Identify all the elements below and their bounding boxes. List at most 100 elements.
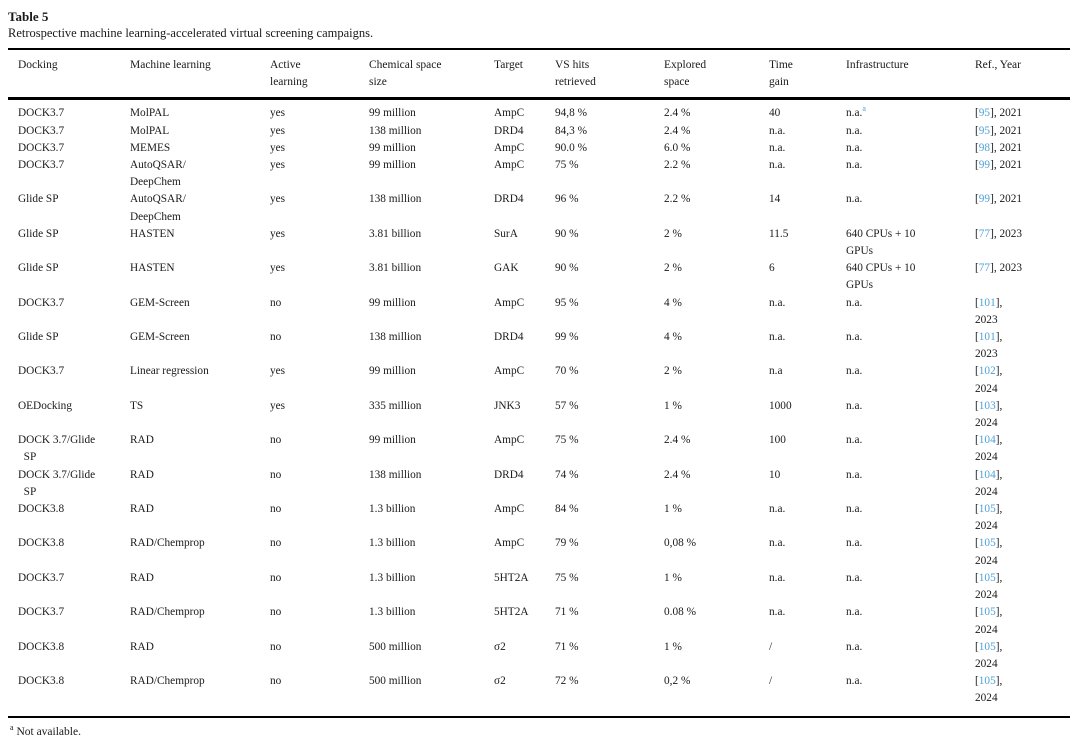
- citation-link[interactable]: 104: [978, 468, 996, 481]
- column-header: Chemical space size: [369, 59, 442, 89]
- column-header: Infrastructure: [846, 59, 909, 71]
- citation-link[interactable]: 95: [978, 107, 991, 120]
- cell-docking: Glide SP: [18, 331, 59, 344]
- cell-time-gain: /: [769, 675, 773, 688]
- cell-time-gain: /: [769, 640, 773, 653]
- table-row: Glide SP AutoQSAR/ DeepChem yes 138 million…: [8, 191, 1070, 225]
- cell-docking: DOCK 3.7/Glide SP: [18, 468, 96, 498]
- footnote-marker-link[interactable]: a: [862, 104, 866, 114]
- cell-ref-year: [98], 2021: [975, 141, 1023, 154]
- cell-target: AmpC: [494, 365, 525, 378]
- cell-machine-learning: RAD: [130, 434, 154, 447]
- footnote-marker: a: [10, 722, 14, 732]
- cell-infrastructure: n.a.: [846, 675, 863, 688]
- cell-ref-year: [99], 2021: [975, 159, 1023, 172]
- table-label: Table 5: [8, 9, 49, 24]
- cell-chemical-space-size: 335 million: [369, 399, 422, 412]
- cell-docking: Glide SP: [18, 227, 59, 240]
- cell-machine-learning: RAD: [130, 640, 154, 653]
- cell-time-gain: n.a.: [769, 296, 786, 309]
- cell-ref-year: [99], 2021: [975, 193, 1023, 206]
- cell-active-learning: yes: [270, 262, 286, 275]
- cell-machine-learning: RAD: [130, 503, 154, 516]
- cell-time-gain: n.a.: [769, 606, 786, 619]
- cell-infrastructure: 640 CPUs + 10 GPUs: [846, 227, 916, 258]
- cell-active-learning: yes: [270, 107, 286, 120]
- cell-infrastructure: n.a.: [846, 399, 863, 412]
- cell-docking: DOCK3.8: [18, 503, 65, 516]
- cell-chemical-space-size: 99 million: [369, 296, 416, 309]
- cell-explored-space: 0.08 %: [664, 606, 697, 619]
- cell-ref-year: [77], 2023: [975, 227, 1023, 240]
- citation-link[interactable]: 105: [978, 503, 996, 516]
- cell-vs-hits-retrieved: 84,3 %: [555, 124, 588, 137]
- citation-link[interactable]: 95: [978, 124, 991, 137]
- citation-link[interactable]: 77: [978, 227, 991, 240]
- cell-docking: DOCK3.8: [18, 640, 65, 653]
- cell-target: JNK3: [494, 399, 521, 412]
- cell-machine-learning: RAD/Chemprop: [130, 606, 205, 619]
- cell-machine-learning: HASTEN: [130, 227, 175, 240]
- cell-ref-year: [95], 2021: [975, 107, 1023, 120]
- column-header: Active learning: [270, 59, 308, 89]
- cell-vs-hits-retrieved: 57 %: [555, 399, 579, 412]
- column-header: Ref., Year: [975, 59, 1021, 71]
- citation-link[interactable]: 98: [978, 141, 991, 154]
- cell-active-learning: yes: [270, 159, 286, 172]
- cell-active-learning: no: [270, 571, 282, 584]
- cell-explored-space: 2.4 %: [664, 124, 691, 137]
- cell-machine-learning: RAD/Chemprop: [130, 675, 205, 688]
- citation-link[interactable]: 77: [978, 262, 991, 275]
- citation-link[interactable]: 105: [978, 571, 996, 584]
- citation-link[interactable]: 103: [978, 399, 996, 412]
- citation-link[interactable]: 105: [978, 606, 996, 619]
- citation-link[interactable]: 99: [978, 193, 991, 206]
- cell-infrastructure: n.a.: [846, 537, 863, 550]
- cell-explored-space: 2.2 %: [664, 193, 691, 206]
- citation-link[interactable]: 105: [978, 640, 996, 653]
- citation-link[interactable]: 105: [978, 675, 996, 688]
- cell-machine-learning: TS: [130, 399, 144, 412]
- cell-chemical-space-size: 99 million: [369, 159, 416, 172]
- citation-link[interactable]: 105: [978, 537, 996, 550]
- cell-ref-year: [101], 2023: [975, 296, 1003, 326]
- citation-link[interactable]: 101: [978, 331, 996, 344]
- citation-link[interactable]: 101: [978, 296, 996, 309]
- cell-target: DRD4: [494, 124, 524, 137]
- table-row: DOCK 3.7/Glide SP RAD no 99 million AmpC 75 %…: [8, 432, 1070, 466]
- table-row: DOCK3.7 AutoQSAR/ DeepChem yes 99 million Am…: [8, 157, 1070, 191]
- table-row: DOCK3.8 RAD no 1.3 billion AmpC 84 % 1 % n.a. n.…: [8, 501, 1070, 535]
- cell-docking: Glide SP: [18, 262, 59, 275]
- cell-explored-space: 1 %: [664, 503, 682, 516]
- citation-link[interactable]: 99: [978, 159, 991, 172]
- cell-active-learning: no: [270, 434, 282, 447]
- footnote-text: Not available.: [16, 725, 81, 738]
- cell-machine-learning: RAD: [130, 468, 154, 481]
- cell-chemical-space-size: 99 million: [369, 141, 416, 154]
- table-row: DOCK3.8 RAD/Chemprop no 1.3 billion AmpC 79 %…: [8, 535, 1070, 569]
- table-footnote: a Not available.: [8, 722, 1070, 738]
- cell-explored-space: 1 %: [664, 399, 682, 412]
- cell-explored-space: 2 %: [664, 227, 682, 240]
- cell-ref-year: [102], 2024: [975, 365, 1003, 395]
- cell-active-learning: yes: [270, 124, 286, 137]
- cell-vs-hits-retrieved: 75 %: [555, 434, 579, 447]
- cell-target: σ2: [494, 640, 506, 653]
- cell-target: 5HT2A: [494, 571, 529, 584]
- table-caption: Table 5 Retrospective machine learning-a…: [8, 9, 1070, 42]
- cell-explored-space: 1 %: [664, 571, 682, 584]
- cell-vs-hits-retrieved: 70 %: [555, 365, 579, 378]
- cell-explored-space: 2 %: [664, 262, 682, 275]
- cell-vs-hits-retrieved: 90 %: [555, 227, 579, 240]
- cell-vs-hits-retrieved: 71 %: [555, 640, 579, 653]
- cell-explored-space: 1 %: [664, 640, 682, 653]
- cell-infrastructure: n.a.: [846, 365, 863, 378]
- column-header: Machine learning: [130, 59, 211, 71]
- cell-explored-space: 2.4 %: [664, 107, 691, 120]
- citation-link[interactable]: 104: [978, 434, 996, 447]
- cell-docking: DOCK3.7: [18, 141, 65, 154]
- cell-time-gain: 11.5: [769, 227, 789, 240]
- citation-link[interactable]: 102: [978, 365, 996, 378]
- cell-ref-year: [95], 2021: [975, 124, 1023, 137]
- cell-docking: DOCK3.7: [18, 606, 65, 619]
